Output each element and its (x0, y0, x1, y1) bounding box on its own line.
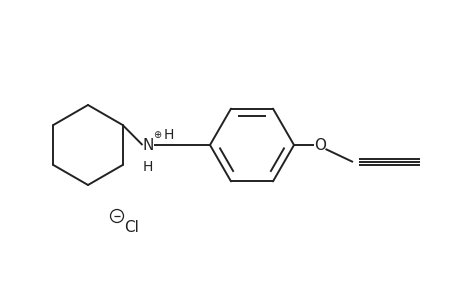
Text: N: N (142, 137, 153, 152)
Text: Cl: Cl (124, 220, 139, 235)
Text: H: H (163, 128, 174, 142)
Text: O: O (313, 137, 325, 152)
Text: H: H (142, 160, 153, 174)
Text: ⊕: ⊕ (153, 130, 161, 140)
